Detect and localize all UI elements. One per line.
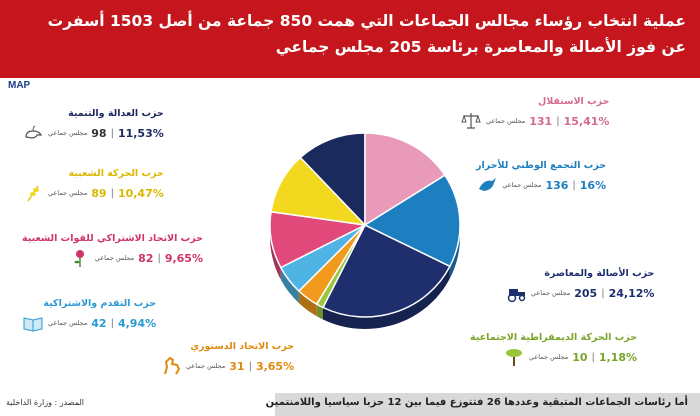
palm-tree-icon (505, 349, 522, 366)
party-percent-rni: 16% (579, 178, 607, 192)
party-percent-uc: 3,65% (255, 359, 295, 373)
party-name-uc: حزب الاتحاد الدستوري (190, 341, 295, 352)
separator: | (157, 252, 161, 264)
party-name-rni: حزب التجمع الوطني للأحرار (476, 160, 607, 171)
pie-side-usfp (270, 223, 281, 280)
map-logo: MAP (8, 80, 31, 91)
pie-slice-pam (321, 224, 451, 318)
party-label-rni: حزب التجمع الوطني للأحرار 16% | 136 مجلس… (476, 160, 606, 195)
separator: | (110, 187, 114, 199)
pie-side-uc (298, 291, 317, 317)
party-seats-usfp: 82 (138, 251, 154, 265)
party-seats-mds: 10 (572, 350, 588, 364)
tractor-icon (507, 289, 526, 303)
pie-side-pps (280, 267, 299, 303)
separator: | (110, 127, 114, 139)
header-banner: عملية انتخاب رؤساء مجالس الجماعات التي ه… (0, 0, 700, 78)
party-seats-pjd: 98 (91, 126, 107, 140)
source-note: المصدر : وزارة الداخلية (6, 398, 84, 407)
seat-unit-label: مجلس جماعي (186, 362, 226, 370)
title-line-2: عن فوز الأصالة والمعاصرة برئاسة 205 مجلس… (275, 38, 686, 56)
seat-unit-label: مجلس جماعي (502, 181, 542, 189)
footer-bar: أما رئاسات الجماعات المتبقية وعددها 26 ف… (266, 393, 700, 416)
party-name-mds: حزب الحركة الديمقراطية الاجتماعية (470, 332, 638, 343)
party-label-istiqlal: حزب الاستقلال 15,41% | 131 مجلس جماعي (460, 96, 609, 131)
separator: | (556, 115, 560, 127)
separator: | (248, 360, 252, 372)
party-label-pjd: حزب العدالة والتنمية 11,53% | 98 مجلس جم… (22, 108, 164, 143)
party-seats-rni: 136 (545, 178, 569, 192)
separator: | (601, 287, 605, 299)
party-percent-istiqlal: 15,41% (563, 114, 610, 128)
footer-note: أما رئاسات الجماعات المتبقية وعددها 26 ف… (265, 397, 688, 408)
seat-unit-label: مجلس جماعي (48, 319, 88, 327)
party-name-istiqlal: حزب الاستقلال (537, 96, 610, 107)
pie-slice-rni (363, 174, 461, 268)
party-label-uc: حزب الاتحاد الدستوري 3,65% | 31 مجلس جما… (160, 341, 294, 376)
party-seats-uc: 31 (229, 359, 245, 373)
lamp-icon (25, 125, 43, 139)
party-name-mp: حزب الحركة الشعبية (68, 168, 164, 179)
scales-icon (461, 113, 481, 129)
party-label-usfp: حزب الاتحاد الاشتراكي للقوات الشعبية 9,6… (22, 233, 203, 268)
party-label-pam: حزب الأصالة والمعاصرة 24,12% | 205 مجلس … (505, 268, 654, 303)
seat-unit-label: مجلس جماعي (531, 289, 571, 297)
ear-of-wheat-icon (27, 185, 39, 202)
party-seats-mp: 89 (91, 186, 107, 200)
book-icon (23, 317, 43, 332)
bird-icon (479, 178, 497, 191)
pie-side-rni (449, 224, 460, 279)
rose-icon (74, 250, 84, 267)
party-seats-pps: 42 (91, 316, 107, 330)
page-title: عملية انتخاب رؤساء مجالس الجماعات التي ه… (16, 8, 686, 60)
party-label-mp: حزب الحركة الشعبية 10,47% | 89 مجلس جماع… (22, 168, 164, 203)
party-percent-pps: 4,94% (117, 316, 157, 330)
party-name-pjd: حزب العدالة والتنمية (68, 108, 164, 119)
title-line-1: عملية انتخاب رؤساء مجالس الجماعات التي ه… (47, 12, 686, 30)
seat-unit-label: مجلس جماعي (94, 254, 135, 262)
separator: | (110, 317, 114, 329)
separator: | (572, 179, 576, 191)
party-percent-usfp: 9,65% (164, 251, 203, 265)
party-percent-pam: 24,12% (608, 286, 655, 300)
party-name-pps: حزب التقدم والاشتراكية (43, 298, 157, 309)
pie-side-mds (316, 304, 323, 320)
party-name-usfp: حزب الاتحاد الاشتراكي للقوات الشعبية (22, 233, 203, 244)
party-label-pps: حزب التقدم والاشتراكية 4,94% | 42 مجلس ج… (22, 298, 156, 333)
seat-unit-label: مجلس جماعي (486, 117, 526, 125)
seat-unit-label: مجلس جماعي (528, 353, 569, 361)
pie-slice-istiqlal (364, 132, 446, 227)
separator: | (591, 351, 595, 363)
party-seats-istiqlal: 131 (529, 114, 553, 128)
party-label-mds: حزب الحركة الديمقراطية الاجتماعية 1,18% … (470, 332, 637, 367)
party-percent-pjd: 11,53% (117, 126, 164, 140)
party-percent-mds: 1,18% (598, 350, 638, 364)
party-name-pam: حزب الأصالة والمعاصرة (544, 268, 655, 279)
seat-unit-label: مجلس جماعي (48, 129, 88, 137)
horse-icon (164, 356, 181, 375)
pie-slice-pjd (299, 132, 366, 227)
seat-unit-label: مجلس جماعي (48, 189, 88, 197)
party-seats-pam: 205 (574, 286, 598, 300)
party-percent-mp: 10,47% (117, 186, 164, 200)
